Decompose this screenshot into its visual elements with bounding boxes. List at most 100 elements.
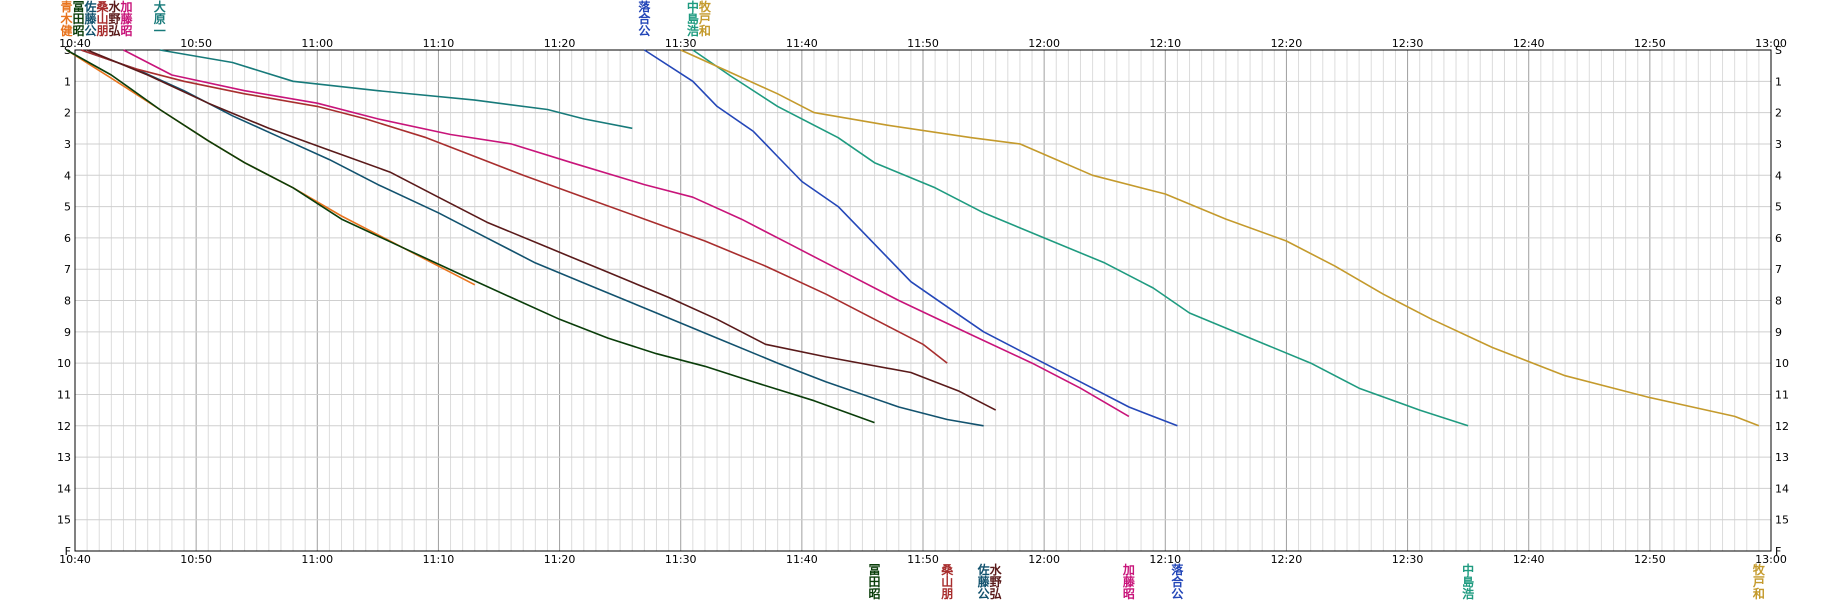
axes: 10:40 10:40 10:50 10:50 11:00 11:00 11:10 11:10… <box>57 37 1789 566</box>
checkpoint-label-left: 7 <box>64 263 71 276</box>
runner-label-bottom: 牧 <box>1753 562 1766 577</box>
checkpoint-label-left: 11 <box>57 388 71 401</box>
x-tick-label-bottom: 12:00 <box>1028 553 1060 566</box>
x-tick-label-top: 11:10 <box>423 37 455 50</box>
runner-label-bottom: 水 <box>990 562 1003 577</box>
series-line-水野弘 <box>86 49 997 411</box>
grid <box>74 49 1772 552</box>
x-tick-label-top: 11:20 <box>544 37 576 50</box>
runner-label-bottom: 公 <box>1171 587 1183 600</box>
runner-label-top: 水 <box>109 0 122 14</box>
checkpoint-label-left: 2 <box>64 107 71 120</box>
series-lines <box>66 49 1760 427</box>
series-line-大原一 <box>159 49 633 130</box>
x-tick-label-top: 11:40 <box>786 37 818 50</box>
x-tick-label-top: 12:10 <box>1149 37 1181 50</box>
x-tick-label-top: 11:00 <box>301 37 333 50</box>
checkpoint-label-left: 14 <box>57 482 71 495</box>
x-tick-label-top: 10:40 <box>59 37 91 50</box>
x-tick-label-top: 13:00 <box>1755 37 1787 50</box>
runner-label-top: 朋 <box>96 24 109 38</box>
runner-label-bottom: 藤 <box>977 574 991 589</box>
checkpoint-label-left: 6 <box>64 232 71 245</box>
x-tick-label-top: 12:50 <box>1634 37 1666 50</box>
runner-label-top: 木 <box>60 11 74 26</box>
x-tick-label-bottom: 11:10 <box>423 553 455 566</box>
runner-label-top: 加 <box>120 0 133 14</box>
checkpoint-label-right: 1 <box>1775 75 1782 88</box>
checkpoint-label-right: 15 <box>1775 514 1789 527</box>
runner-label-bottom: 合 <box>1171 574 1184 589</box>
x-tick-label-bottom: 13:00 <box>1755 553 1787 566</box>
runner-label-bottom: 弘 <box>990 587 1002 600</box>
runner-label-top: 弘 <box>109 24 121 38</box>
runner-label-top: 原 <box>154 12 166 26</box>
runner-label-top: 山 <box>97 11 109 26</box>
checkpoint-label-left: 13 <box>57 451 71 464</box>
x-tick-label-bottom: 11:40 <box>786 553 818 566</box>
series-line-加藤昭 <box>123 49 1130 418</box>
runner-label-bottom: 朋 <box>940 587 953 600</box>
x-tick-label-bottom: 11:20 <box>544 553 576 566</box>
runner-label-top: 昭 <box>121 24 133 38</box>
runner-label-bottom: 佐 <box>977 562 990 577</box>
series-line-冨田昭 <box>66 49 875 424</box>
x-tick-label-bottom: 10:40 <box>59 553 91 566</box>
series-labels: 青木健冨田昭佐藤公桑山朋水野弘加藤昭大原一落合公中島浩牧戸和冨田昭桑山朋佐藤公水… <box>60 0 1766 600</box>
runner-label-bottom: 藤 <box>1122 574 1136 589</box>
runner-label-bottom: 冨 <box>869 563 881 577</box>
runner-label-bottom: 昭 <box>1123 587 1135 600</box>
runner-label-top: 牧 <box>699 0 712 14</box>
checkpoint-label-left: 12 <box>57 420 71 433</box>
checkpoint-label-left: 1 <box>64 75 71 88</box>
series-line-中島浩 <box>692 49 1469 427</box>
x-tick-label-top: 10:50 <box>180 37 212 50</box>
series-line-青木健 <box>66 49 476 286</box>
x-tick-label-top: 11:30 <box>665 37 697 50</box>
plot-frame <box>74 49 1772 552</box>
runner-label-top: 健 <box>61 23 74 38</box>
runner-label-top: 公 <box>85 24 97 38</box>
x-tick-label-bottom: 11:00 <box>301 553 333 566</box>
checkpoint-label-right: 4 <box>1775 169 1782 182</box>
runner-label-top: 中 <box>687 0 699 14</box>
checkpoint-label-left: 5 <box>64 201 71 214</box>
x-tick-label-top: 11:50 <box>907 37 939 50</box>
series-line-佐藤公 <box>80 49 984 427</box>
x-tick-label-top: 12:40 <box>1513 37 1545 50</box>
runner-label-top: 野 <box>109 12 121 26</box>
runner-label-top: 佐 <box>84 0 97 14</box>
runner-label-bottom: 野 <box>990 575 1002 589</box>
checkpoint-label-right: 13 <box>1775 451 1789 464</box>
checkpoint-label-left: 9 <box>64 326 71 339</box>
series-line-落合公 <box>643 49 1178 427</box>
runner-label-bottom: 桑 <box>941 563 954 577</box>
runner-label-top: 藤 <box>120 11 134 26</box>
runner-label-top: 島 <box>687 11 699 26</box>
x-tick-label-top: 12:20 <box>1271 37 1303 50</box>
checkpoint-label-right: 6 <box>1775 232 1782 245</box>
runner-label-bottom: 田 <box>869 575 881 589</box>
x-tick-label-bottom: 12:20 <box>1271 553 1303 566</box>
runner-label-top: 戸 <box>699 12 711 26</box>
checkpoint-label-left: F <box>65 545 71 558</box>
checkpoint-label-right: 7 <box>1775 263 1782 276</box>
runner-label-top: 合 <box>638 11 651 26</box>
checkpoint-label-right: F <box>1775 545 1781 558</box>
runner-label-bottom: 戸 <box>1753 575 1765 589</box>
x-tick-label-bottom: 12:50 <box>1634 553 1666 566</box>
runner-label-top: 大 <box>154 0 166 14</box>
runner-label-top: 浩 <box>687 23 699 38</box>
checkpoint-label-right: 11 <box>1775 388 1789 401</box>
runner-label-bottom: 浩 <box>1462 586 1474 600</box>
runner-label-bottom: 加 <box>1122 562 1135 577</box>
runner-label-bottom: 落 <box>1171 562 1184 577</box>
checkpoint-label-left: 15 <box>57 514 71 527</box>
runner-label-top: 藤 <box>84 11 98 26</box>
checkpoint-label-left: 4 <box>64 169 71 182</box>
checkpoint-label-right: 8 <box>1775 295 1782 308</box>
runner-label-top: 冨 <box>73 0 85 14</box>
checkpoint-label-right: S <box>1775 44 1782 57</box>
checkpoint-label-left: 8 <box>64 295 71 308</box>
x-tick-label-bottom: 12:10 <box>1149 553 1181 566</box>
